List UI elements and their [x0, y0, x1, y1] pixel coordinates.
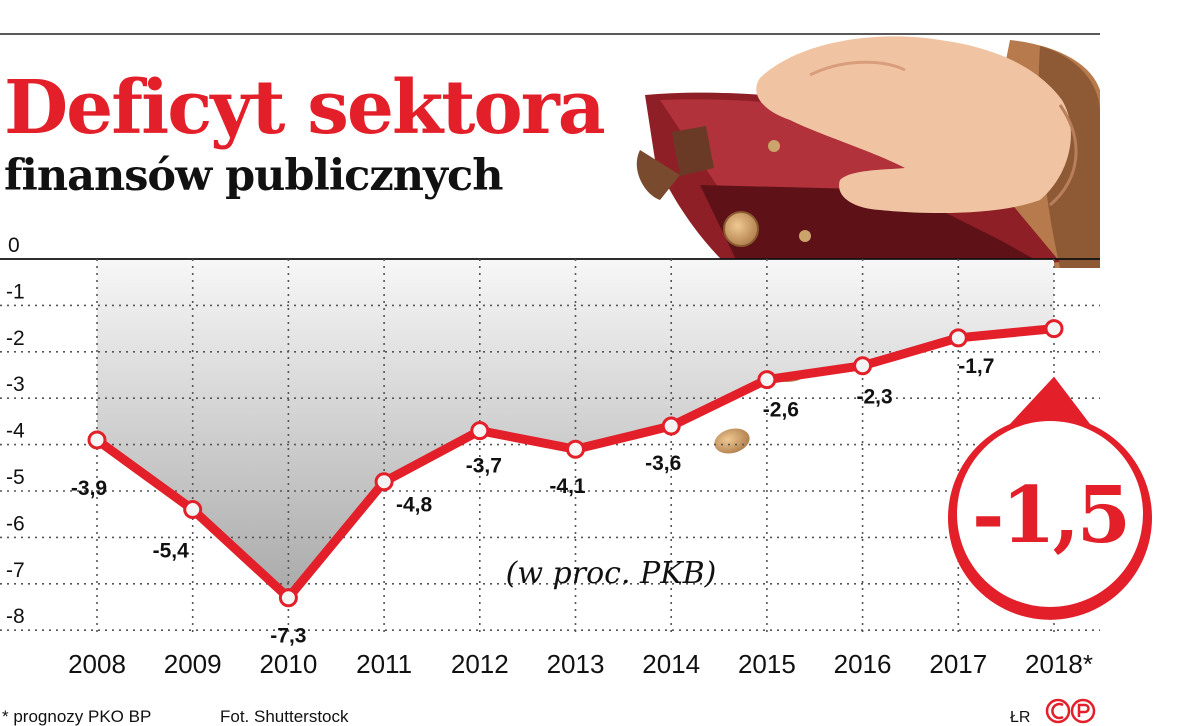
data-point [853, 356, 873, 376]
unit-note: (w proc. PKB) [506, 556, 717, 591]
y-tick-label: -8 [6, 605, 25, 628]
data-point [470, 421, 490, 441]
data-point [948, 328, 968, 348]
y-tick-label: -7 [6, 559, 25, 582]
y-tick-label: -3 [6, 373, 25, 396]
data-point [87, 430, 107, 450]
x-tick-label: 2012 [451, 649, 509, 679]
highlight-badge: -1,5 [948, 376, 1152, 620]
data-point [374, 472, 394, 492]
value-label: -1,7 [958, 355, 994, 378]
x-tick-label: 2009 [164, 649, 222, 679]
wallet-illustration [636, 36, 1100, 268]
value-label: -4,8 [396, 494, 433, 517]
x-tick-label: 2018* [1025, 649, 1093, 679]
photo-credit: Fot. Shutterstock [220, 707, 349, 726]
x-tick-label: 2010 [259, 649, 317, 679]
publisher-logo [1045, 698, 1096, 724]
chart-title: Deficyt sektora [4, 65, 605, 151]
value-label: -2,6 [763, 399, 799, 422]
author-initials: ŁR [1010, 709, 1030, 726]
chart-subtitle: finansów publicznych [4, 151, 503, 201]
value-label: -7,3 [270, 625, 306, 648]
data-point [278, 588, 298, 608]
data-point [183, 500, 203, 520]
data-point [1044, 319, 1064, 339]
y-tick-label: -5 [6, 466, 25, 489]
y-tick-label: -1 [6, 280, 25, 303]
value-label: -3,9 [71, 477, 107, 500]
x-tick-label: 2016 [834, 649, 892, 679]
x-tick-label: 2015 [738, 649, 796, 679]
coin-icon [723, 211, 759, 247]
x-tick-label: 2013 [547, 649, 605, 679]
data-point [566, 439, 585, 459]
value-label: -3,7 [466, 455, 502, 478]
x-tick-label: 2011 [356, 649, 412, 679]
y-tick-label: -4 [6, 420, 25, 443]
coin-icon [714, 428, 750, 454]
x-tick-label: 2014 [642, 649, 700, 679]
data-point [757, 370, 777, 390]
value-label: -2,3 [857, 386, 893, 409]
highlight-value: -1,5 [972, 470, 1128, 561]
value-label: -4,1 [549, 475, 586, 498]
y-tick-label: -6 [6, 512, 25, 535]
data-point [661, 416, 681, 436]
y-tick-label: -2 [6, 327, 25, 350]
value-label: -3,6 [645, 452, 681, 475]
y-tick-label: 0 [8, 234, 20, 257]
footnote: * prognozy PKO BP [2, 707, 151, 726]
x-tick-label: 2008 [68, 649, 126, 679]
value-label: -5,4 [153, 540, 190, 563]
x-tick-label: 2017 [929, 649, 987, 679]
